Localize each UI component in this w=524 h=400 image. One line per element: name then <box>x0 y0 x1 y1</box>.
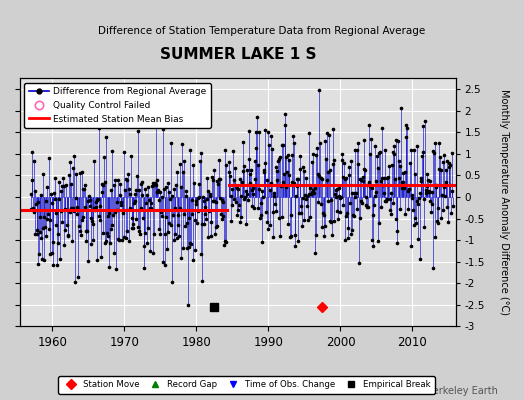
Text: Difference of Station Temperature Data from Regional Average: Difference of Station Temperature Data f… <box>99 26 425 36</box>
Text: Berkeley Earth: Berkeley Earth <box>426 386 498 396</box>
Legend: Station Move, Record Gap, Time of Obs. Change, Empirical Break: Station Move, Record Gap, Time of Obs. C… <box>58 376 434 394</box>
Title: SUMMER LAKE 1 S: SUMMER LAKE 1 S <box>159 47 316 62</box>
Y-axis label: Monthly Temperature Anomaly Difference (°C): Monthly Temperature Anomaly Difference (… <box>499 89 509 315</box>
Legend: Difference from Regional Average, Quality Control Failed, Estimated Station Mean: Difference from Regional Average, Qualit… <box>25 83 211 128</box>
